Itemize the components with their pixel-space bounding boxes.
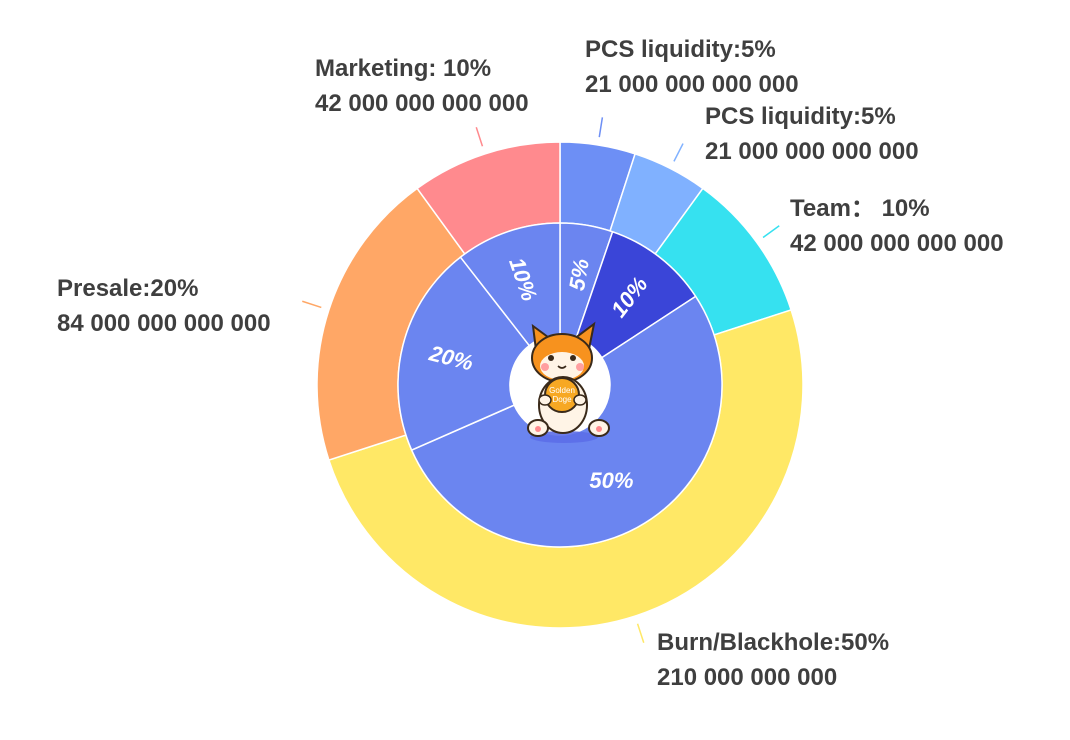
leader-line-0 (598, 117, 604, 138)
outer-slice-amount-5: 42 000 000 000 000 (315, 90, 529, 117)
center-mascot: Golden Doge (510, 321, 610, 443)
leader-line-2 (762, 225, 780, 239)
outer-slice-title-2: Team： 10% (790, 195, 930, 222)
slice-labels: PCS liquidity:5% 21 000 000 000 000 PCS li… (57, 36, 1004, 691)
leader-line-1 (673, 143, 684, 162)
outer-slice-title-0: PCS liquidity:5% (585, 36, 776, 63)
leader-line-4 (302, 300, 322, 309)
outer-slice-amount-1: 21 000 000 000 000 (705, 138, 919, 165)
outer-slice-title-4: Presale:20% (57, 275, 198, 302)
outer-slice-amount-4: 84 000 000 000 000 (57, 310, 271, 337)
leader-line-3 (636, 623, 645, 643)
leader-lines (302, 117, 780, 643)
outer-slice-title-3: Burn/Blackhole:50% (657, 629, 889, 656)
outer-slice-amount-3: 210 000 000 000 (657, 664, 837, 691)
shiba-inu-mascot-icon: Golden Doge (527, 321, 610, 443)
outer-ring (316, 141, 804, 629)
svg-text:Doge: Doge (552, 395, 572, 404)
outer-slice-title-1: PCS liquidity:5% (705, 103, 896, 130)
outer-slice-title-5: Marketing: 10% (315, 55, 491, 82)
inner-ring: 5% 10%50%20%10% (397, 222, 723, 548)
inner-slice-label-0: 5% (564, 257, 594, 292)
inner-slice-label-2: 50% (589, 468, 633, 493)
outer-slice-amount-2: 42 000 000 000 000 (790, 230, 1004, 257)
outer-slice-amount-0: 21 000 000 000 000 (585, 71, 799, 98)
coin-text: Golden (549, 386, 575, 395)
leader-line-5 (475, 127, 484, 147)
